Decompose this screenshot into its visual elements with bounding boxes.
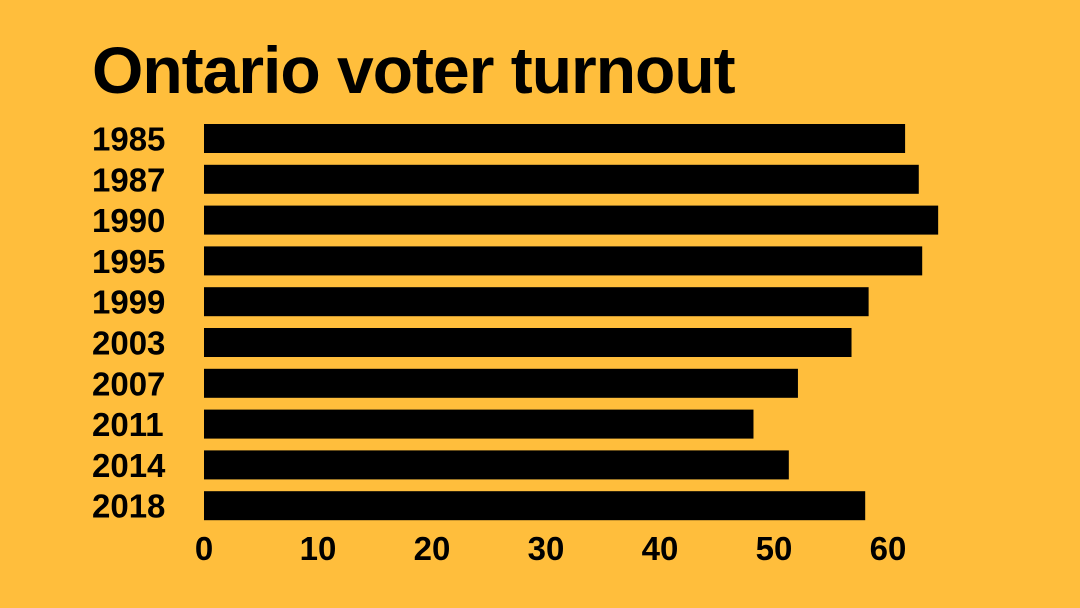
- x-tick-label-20: 20: [414, 530, 451, 567]
- category-label-2014: 2014: [92, 447, 166, 484]
- chart-title: Ontario voter turnout: [92, 33, 736, 107]
- bar-2003: [204, 328, 852, 357]
- x-tick-label-60: 60: [870, 530, 907, 567]
- x-tick-label-50: 50: [756, 530, 793, 567]
- bar-2014: [204, 450, 789, 480]
- category-label-1990: 1990: [92, 202, 165, 239]
- bar-1987: [204, 164, 919, 194]
- category-label-1999: 1999: [92, 284, 165, 321]
- bar-1985: [204, 124, 906, 153]
- category-label-2011: 2011: [92, 406, 164, 443]
- x-tick-label-40: 40: [642, 530, 679, 567]
- category-label-1985: 1985: [92, 121, 165, 158]
- bar-2007: [204, 368, 798, 398]
- category-label-2007: 2007: [92, 365, 165, 402]
- category-label-1995: 1995: [92, 243, 165, 280]
- bar-1999: [204, 287, 869, 317]
- bar-1995: [204, 246, 923, 276]
- x-tick-label-0: 0: [195, 530, 213, 567]
- bar-2011: [204, 409, 754, 439]
- bar-2018: [204, 491, 866, 521]
- category-label-2018: 2018: [92, 488, 165, 525]
- x-tick-label-30: 30: [528, 530, 565, 567]
- x-tick-label-10: 10: [300, 530, 337, 567]
- category-label-1987: 1987: [92, 161, 165, 198]
- bar-1990: [204, 205, 939, 235]
- category-label-2003: 2003: [92, 325, 165, 362]
